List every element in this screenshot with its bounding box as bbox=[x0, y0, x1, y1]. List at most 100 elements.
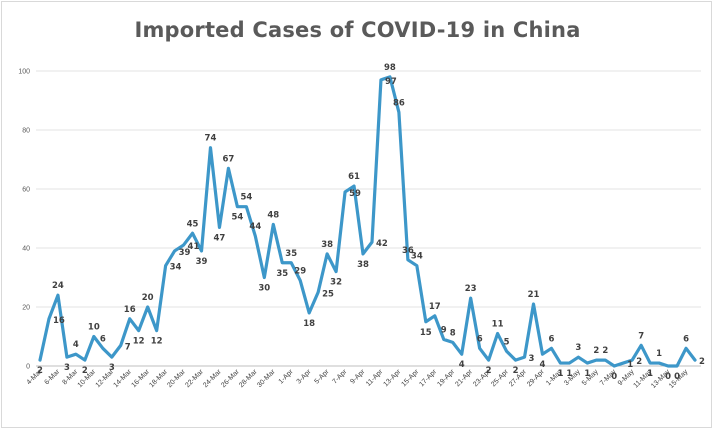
data-label: 10 bbox=[88, 323, 100, 333]
data-label: 54 bbox=[231, 213, 243, 223]
y-tick-label: 60 bbox=[22, 187, 30, 194]
x-tick-label: 5-Apr bbox=[313, 368, 331, 386]
data-label: 8 bbox=[450, 328, 456, 338]
x-tick-label: 30-Mar bbox=[256, 368, 277, 389]
data-label: 1 bbox=[566, 369, 572, 379]
x-tick-label: 1-Apr bbox=[278, 368, 296, 386]
y-tick-label: 100 bbox=[18, 69, 30, 76]
data-label: 12 bbox=[151, 337, 163, 347]
data-label: 1 bbox=[656, 349, 662, 359]
x-tick-label: 7-Apr bbox=[331, 368, 349, 386]
series-line-group bbox=[38, 75, 697, 368]
gridlines bbox=[36, 70, 701, 367]
data-label: 16 bbox=[124, 305, 136, 315]
y-axis-ticks: 0 20 40 60 80 100 bbox=[18, 69, 30, 371]
data-label: 41 bbox=[188, 242, 200, 252]
data-label: 1 bbox=[647, 369, 653, 379]
y-tick-label: 40 bbox=[22, 246, 30, 253]
data-label: 18 bbox=[303, 319, 315, 329]
data-label: 5 bbox=[504, 337, 510, 347]
data-label: 38 bbox=[357, 260, 369, 270]
data-label: 29 bbox=[294, 266, 306, 276]
data-label: 2 bbox=[513, 366, 519, 376]
data-label: 23 bbox=[465, 284, 477, 294]
x-tick-label: 17-Apr bbox=[418, 368, 438, 388]
data-label: 4 bbox=[73, 340, 79, 350]
data-label: 98 bbox=[384, 63, 396, 73]
x-tick-label: 11-Apr bbox=[365, 368, 385, 388]
data-label: 1 bbox=[584, 369, 590, 379]
data-label: 30 bbox=[258, 284, 270, 294]
data-label: 2 bbox=[37, 366, 43, 376]
data-label: 4 bbox=[459, 360, 465, 370]
x-tick-label: 21-Apr bbox=[454, 368, 474, 388]
data-labels: 2162434210637161220123439414539744767545… bbox=[37, 63, 705, 382]
x-tick-label: 29-Apr bbox=[526, 368, 546, 388]
data-label: 0 bbox=[611, 372, 617, 382]
data-label: 3 bbox=[109, 363, 115, 373]
data-label: 97 bbox=[385, 77, 397, 87]
data-label: 2 bbox=[82, 366, 88, 376]
data-label: 15 bbox=[420, 328, 432, 338]
data-label: 32 bbox=[330, 278, 342, 288]
data-label: 44 bbox=[249, 222, 261, 232]
x-tick-label: 26-Mar bbox=[220, 368, 241, 389]
data-label: 47 bbox=[214, 233, 226, 243]
x-tick-label: 28-Mar bbox=[238, 368, 259, 389]
data-label: 24 bbox=[52, 281, 64, 291]
data-label: 42 bbox=[376, 239, 388, 249]
data-label: 2 bbox=[636, 357, 642, 367]
x-tick-label: 6-Mar bbox=[43, 368, 61, 386]
data-label: 3 bbox=[529, 354, 535, 364]
data-label: 3 bbox=[575, 343, 581, 353]
data-label: 67 bbox=[223, 154, 235, 164]
data-label: 6 bbox=[683, 334, 689, 344]
data-label: 1 bbox=[627, 360, 633, 370]
data-label: 36 bbox=[402, 246, 414, 256]
data-label: 0 bbox=[674, 372, 680, 382]
data-label: 3 bbox=[64, 363, 70, 373]
data-label: 16 bbox=[53, 316, 65, 326]
data-label: 86 bbox=[393, 98, 405, 108]
x-tick-label: 15-Apr bbox=[400, 368, 420, 388]
data-label: 2 bbox=[486, 366, 492, 376]
data-label: 6 bbox=[477, 334, 483, 344]
data-label: 17 bbox=[429, 302, 441, 312]
data-label: 39 bbox=[196, 257, 208, 267]
x-tick-label: 20-Mar bbox=[166, 368, 187, 389]
y-tick-label: 0 bbox=[26, 364, 30, 371]
x-tick-label: 25-Apr bbox=[490, 368, 510, 388]
data-label: 35 bbox=[285, 249, 297, 259]
data-label: 61 bbox=[348, 172, 360, 182]
data-label: 20 bbox=[142, 293, 154, 303]
data-label: 21 bbox=[528, 290, 540, 300]
data-label: 1 bbox=[557, 369, 563, 379]
x-tick-label: 14-Mar bbox=[113, 368, 134, 389]
data-label: 2 bbox=[593, 346, 599, 356]
chart-title: Imported Cases of COVID-19 in China bbox=[134, 18, 581, 42]
data-label: 9 bbox=[441, 325, 447, 335]
series-line bbox=[38, 75, 697, 368]
data-label: 35 bbox=[276, 269, 288, 279]
data-label: 6 bbox=[548, 334, 554, 344]
data-label: 34 bbox=[170, 263, 182, 273]
data-label: 45 bbox=[187, 219, 199, 229]
data-label: 11 bbox=[492, 320, 504, 330]
data-label: 59 bbox=[349, 189, 361, 199]
data-label: 12 bbox=[133, 337, 145, 347]
data-label: 2 bbox=[602, 346, 608, 356]
data-label: 74 bbox=[205, 134, 217, 144]
y-tick-label: 80 bbox=[22, 128, 30, 135]
data-label: 25 bbox=[322, 289, 334, 299]
data-label: 6 bbox=[100, 334, 106, 344]
x-tick-label: 24-Mar bbox=[202, 368, 223, 389]
x-tick-label: 3-Apr bbox=[296, 368, 314, 386]
x-tick-label: 22-Mar bbox=[184, 368, 205, 389]
data-label: 0 bbox=[665, 372, 671, 382]
data-label: 38 bbox=[321, 240, 333, 250]
data-label: 2 bbox=[699, 357, 705, 367]
data-label: 34 bbox=[411, 252, 423, 262]
data-label: 4 bbox=[540, 360, 546, 370]
y-tick-label: 20 bbox=[22, 305, 30, 312]
